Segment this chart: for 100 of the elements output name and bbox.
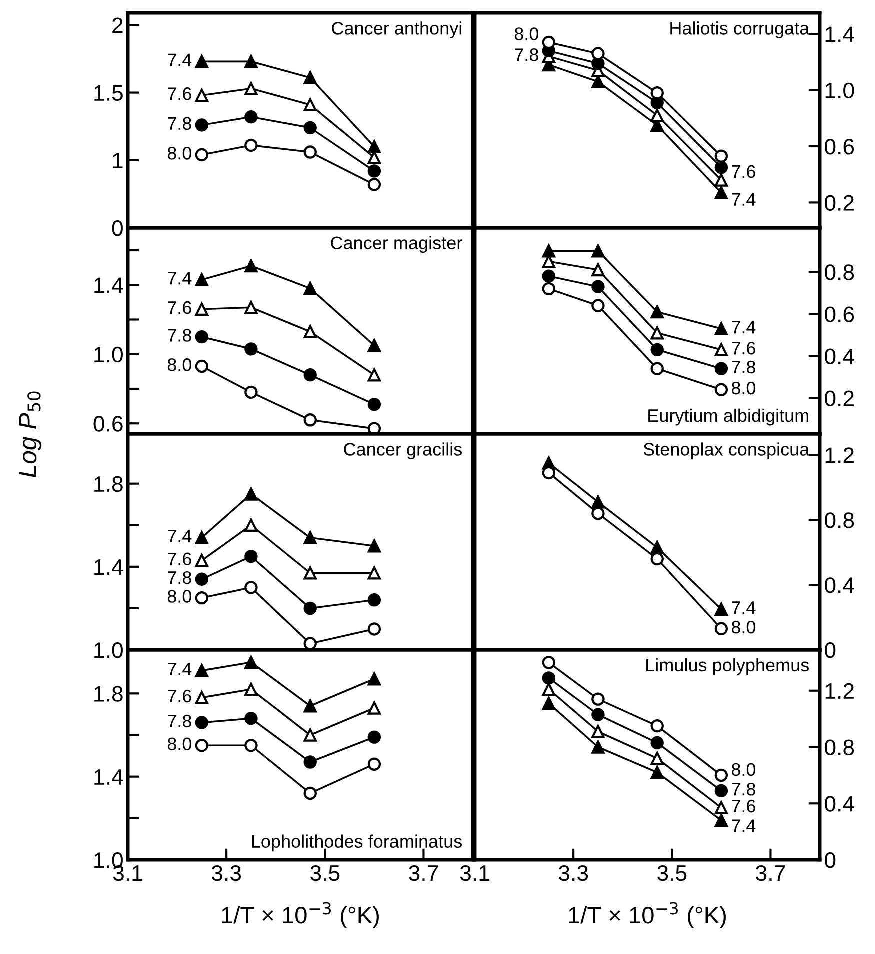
- point: [244, 656, 258, 670]
- point: [650, 108, 664, 122]
- x-tick-label: 3.5: [310, 865, 340, 882]
- annotation: 7.8: [168, 329, 192, 342]
- point: [592, 47, 605, 60]
- point: [244, 712, 258, 726]
- x-tick-label: 3.7: [409, 865, 438, 882]
- annotation: 7.8: [168, 571, 192, 584]
- point: [592, 506, 605, 520]
- point: [592, 263, 605, 277]
- point: [592, 725, 605, 738]
- point: [592, 740, 605, 754]
- point: [714, 383, 728, 396]
- y-tick-label: 0: [825, 642, 836, 658]
- point: [542, 696, 556, 710]
- point: [650, 343, 664, 357]
- point: [714, 801, 728, 814]
- annotation: 7.6: [168, 301, 192, 314]
- point: [368, 164, 382, 178]
- annotation: 8.0: [168, 147, 192, 160]
- x-axis-title: 1/T × 10$^{−3}$ (°K): [569, 902, 726, 928]
- point: [714, 186, 728, 200]
- point: [714, 602, 728, 616]
- x-tick-label: 3.1: [460, 865, 490, 882]
- annotation: 7.6: [168, 690, 192, 703]
- point: [650, 541, 664, 554]
- point: [714, 322, 728, 336]
- annotation: 7.4: [732, 193, 756, 206]
- chart-title: Cancer gracilis: [344, 442, 462, 460]
- point: [650, 736, 664, 750]
- y-tick-label: 1.8: [94, 476, 123, 492]
- point: [368, 339, 382, 352]
- point: [714, 784, 728, 798]
- chart-title: Cancer anthonyi: [332, 22, 462, 38]
- chart-title: Haliotis corrugata: [670, 22, 810, 38]
- point: [244, 682, 258, 696]
- point: [368, 368, 382, 382]
- point: [244, 581, 258, 594]
- point: [195, 302, 209, 316]
- point: [195, 148, 209, 162]
- annotation: 7.6: [732, 342, 756, 355]
- annotation: 8.0: [732, 620, 756, 634]
- point: [368, 540, 382, 553]
- annotation: 7.4: [168, 530, 192, 543]
- y-tick-label: 1.4: [826, 26, 854, 42]
- point: [304, 756, 317, 769]
- point: [304, 566, 317, 580]
- point: [368, 398, 382, 412]
- y-tick-label: 1: [113, 153, 123, 168]
- y-tick-label: 0.4: [825, 348, 854, 364]
- annotation: 8.0: [168, 358, 192, 372]
- annotation: 7.4: [732, 602, 756, 614]
- point: [244, 550, 258, 564]
- point: [714, 622, 728, 636]
- point: [304, 368, 317, 382]
- annotation: 7.8: [732, 783, 756, 796]
- point: [542, 656, 556, 670]
- annotation: 8.0: [168, 590, 192, 603]
- point: [195, 330, 209, 344]
- y-tick-label: 0.2: [825, 390, 854, 407]
- x-tick-label: 3.3: [212, 865, 242, 882]
- point: [368, 594, 382, 607]
- annotation: 7.8: [168, 117, 192, 130]
- point: [714, 768, 728, 782]
- point: [368, 672, 382, 686]
- point: [592, 280, 605, 294]
- point: [542, 672, 556, 685]
- chart-title: Limulus polyphemus: [646, 658, 810, 676]
- point: [650, 305, 664, 319]
- x-tick-label: 3.7: [756, 865, 786, 882]
- point: [195, 360, 209, 374]
- point: [304, 602, 317, 616]
- y-tick-label: 0.4: [825, 796, 854, 812]
- y-tick-label: 0.6: [94, 416, 123, 432]
- point: [244, 110, 258, 124]
- point: [368, 140, 382, 154]
- annotation: 7.8: [732, 360, 756, 374]
- x-axis-title: 1/T × 10$^{−3}$ (°K): [222, 902, 379, 928]
- annotation: 7.6: [732, 800, 756, 813]
- point: [368, 622, 382, 636]
- annotation: 8.0: [732, 763, 756, 776]
- point: [244, 259, 258, 273]
- y-tick-label: 0.6: [825, 139, 854, 155]
- point: [244, 301, 258, 314]
- point: [714, 362, 728, 376]
- point: [542, 682, 556, 696]
- annotation: 7.4: [732, 820, 756, 832]
- y-tick-label: 0.4: [825, 578, 854, 594]
- point: [714, 150, 728, 163]
- annotation: 8.0: [514, 28, 538, 40]
- point: [195, 572, 209, 586]
- point: [244, 82, 258, 96]
- point: [195, 531, 209, 544]
- chart-title: Stenoplax conspicua: [644, 442, 810, 460]
- x-tick-label: 3.5: [658, 865, 687, 882]
- point: [368, 702, 382, 715]
- point: [368, 566, 382, 580]
- y-tick-label: 1.0: [826, 82, 854, 99]
- point: [304, 282, 317, 296]
- point: [304, 325, 317, 338]
